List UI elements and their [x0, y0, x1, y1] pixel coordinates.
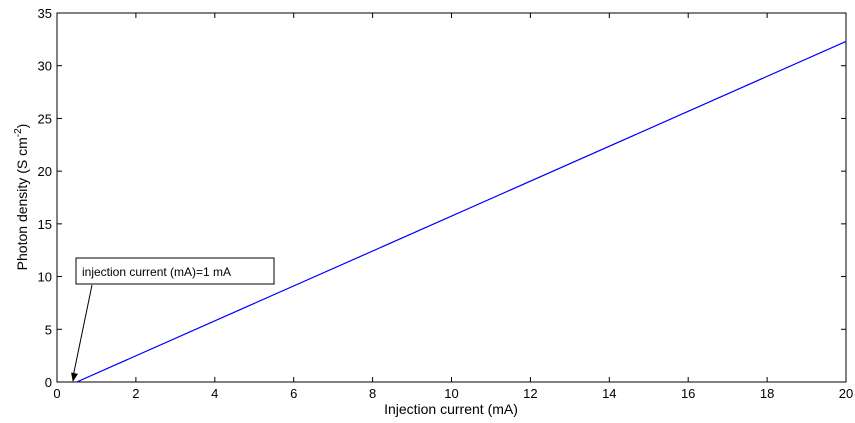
series-line [76, 40, 847, 383]
tick-labels: 0 2 4 6 8 10 12 14 16 18 20 0 5 10 15 20 25 30 35 [38, 6, 854, 401]
x-tick-label: 2 [132, 386, 139, 401]
annotation: injection current (mA)=1 mA [71, 257, 275, 382]
y-axis-title: Photon density (S cm-2) [13, 124, 30, 271]
y-axis-title-main: Photon density (S cm [14, 137, 30, 270]
y-axis-title-close: ) [14, 124, 30, 129]
x-tick-label: 16 [681, 386, 695, 401]
annotation-box [75, 257, 275, 285]
x-tick-label: 4 [211, 386, 218, 401]
annotation-arrow-line [72, 284, 93, 379]
x-tick-label: 12 [523, 386, 537, 401]
y-tick-label: 5 [45, 322, 52, 337]
annotation-arrowhead [71, 372, 78, 382]
x-tick-label: 6 [290, 386, 297, 401]
y-tick-label: 15 [38, 217, 52, 232]
y-tick-label: 30 [38, 59, 52, 74]
x-tick-label: 10 [444, 386, 458, 401]
y-axis-title-sup: -2 [13, 128, 24, 137]
x-tick-label: 20 [839, 386, 853, 401]
x-tick-label: 0 [53, 386, 60, 401]
x-tick-label: 8 [369, 386, 376, 401]
x-axis-title: Injection current (mA) [384, 401, 518, 417]
y-tick-label: 10 [38, 270, 52, 285]
y-tick-label: 20 [38, 164, 52, 179]
tick-marks [56, 12, 847, 383]
y-tick-label: 35 [38, 6, 52, 21]
y-tick-label: 0 [45, 375, 52, 390]
plot-area [56, 12, 847, 383]
annotation-text: injection current (mA)=1 mA [82, 265, 231, 279]
x-tick-label: 14 [602, 386, 616, 401]
series-group [76, 40, 847, 383]
x-tick-label: 18 [760, 386, 774, 401]
y-tick-label: 25 [38, 111, 52, 126]
